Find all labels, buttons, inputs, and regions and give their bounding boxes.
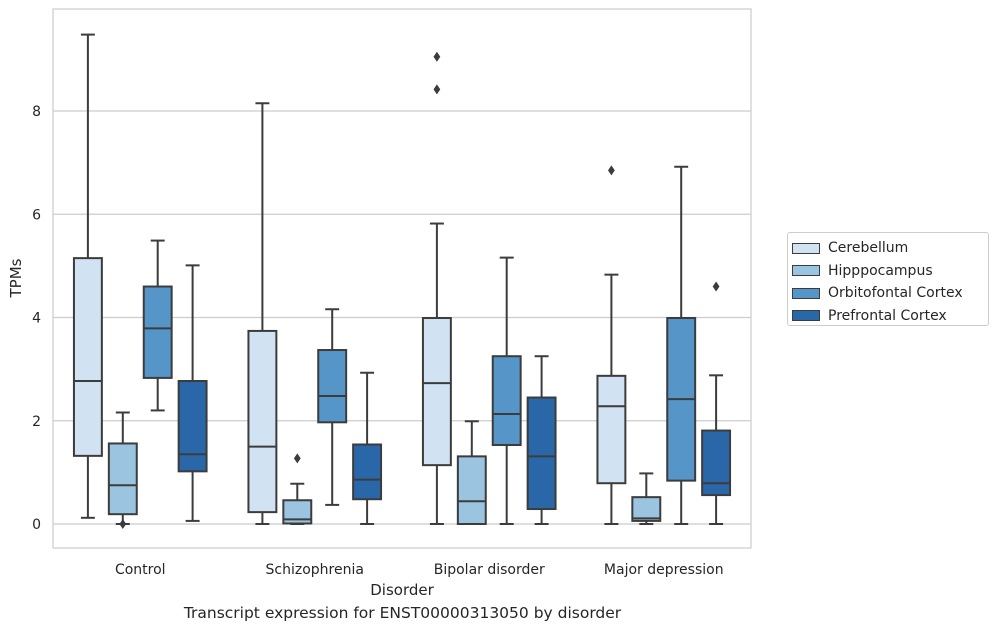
box-prefrontal-cortex-schizophrenia — [352, 371, 383, 525]
y-tick-label: 8 — [32, 104, 41, 120]
outlier-point — [433, 84, 441, 95]
box-iqr — [701, 429, 732, 497]
box-hipppocampus-schizophrenia — [282, 453, 313, 525]
x-tick-label-control: Control — [115, 562, 166, 578]
x-tick-label-major-depression: Major depression — [604, 562, 724, 578]
legend-item-orbitofrontal: Orbitofontal Cortex — [792, 282, 988, 305]
box-iqr — [352, 443, 383, 501]
box-hipppocampus-control — [107, 411, 138, 529]
box-prefrontal-cortex-major-depression — [701, 281, 732, 525]
y-tick-label: 0 — [32, 517, 41, 533]
box-iqr — [596, 374, 627, 485]
y-tick-label: 4 — [32, 311, 41, 327]
outlier-point — [608, 165, 615, 176]
box-iqr — [317, 349, 348, 424]
outlier-point — [293, 453, 301, 464]
x-tick-label-schizophrenia: Schizophrenia — [266, 562, 364, 578]
legend-swatch-hippocampus — [792, 265, 820, 277]
outlier-point — [712, 281, 720, 292]
legend-item-cerebellum: Cerebellum — [792, 237, 988, 260]
box-orbitofontal-cortex-control — [142, 239, 173, 412]
box-iqr — [526, 396, 557, 511]
box-cerebellum-schizophrenia — [247, 102, 278, 525]
legend-item-prefrontal: Prefrontal Cortex — [792, 305, 988, 328]
legend-swatch-cerebellum — [792, 242, 820, 254]
plot-area-frame — [52, 8, 752, 549]
legend-swatch-prefrontal — [792, 310, 820, 322]
box-cerebellum-control — [72, 33, 103, 519]
box-cerebellum-major-depression — [596, 165, 627, 525]
legend: Cerebellum Hipppocampus Orbitofontal Cor… — [787, 232, 989, 326]
legend-label-hippocampus: Hipppocampus — [828, 262, 933, 279]
box-hipppocampus-major-depression — [631, 472, 662, 525]
box-iqr — [142, 285, 173, 379]
box-iqr — [421, 317, 452, 467]
box-cerebellum-bipolar-disorder — [421, 51, 452, 525]
x-tick-labels: Control Schizophrenia Bipolar disorder Majo… — [115, 562, 724, 578]
box-marks — [72, 33, 732, 529]
y-tick-label: 6 — [32, 207, 41, 223]
box-iqr — [107, 442, 138, 516]
legend-label-prefrontal: Prefrontal Cortex — [828, 307, 947, 324]
y-tick-labels: 0 2 4 6 8 — [32, 104, 41, 533]
box-iqr — [631, 496, 662, 522]
y-tick-label: 2 — [32, 414, 41, 430]
box-orbitofontal-cortex-bipolar-disorder — [491, 256, 522, 525]
box-iqr — [456, 455, 487, 525]
box-iqr — [282, 499, 313, 525]
legend-swatch-orbitofrontal — [792, 287, 820, 299]
figure-caption: Transcript expression for ENST0000031305… — [183, 604, 622, 622]
box-iqr — [491, 355, 522, 447]
box-prefrontal-cortex-control — [177, 264, 208, 522]
outlier-point — [119, 519, 127, 529]
legend-label-cerebellum: Cerebellum — [828, 240, 909, 257]
box-prefrontal-cortex-bipolar-disorder — [526, 355, 557, 525]
outlier-point — [433, 51, 441, 62]
box-iqr — [72, 257, 103, 457]
box-orbitofontal-cortex-schizophrenia — [317, 308, 348, 506]
y-axis-label: TPMs — [7, 258, 25, 298]
legend-item-hippocampus: Hipppocampus — [792, 260, 988, 283]
box-iqr — [247, 329, 278, 514]
x-tick-label-bipolar-disorder: Bipolar disorder — [434, 562, 545, 578]
box-orbitofontal-cortex-major-depression — [666, 165, 697, 525]
x-axis-label: Disorder — [370, 581, 434, 599]
box-iqr — [177, 379, 208, 473]
box-hipppocampus-bipolar-disorder — [456, 420, 487, 525]
legend-label-orbitofrontal: Orbitofontal Cortex — [828, 285, 963, 302]
